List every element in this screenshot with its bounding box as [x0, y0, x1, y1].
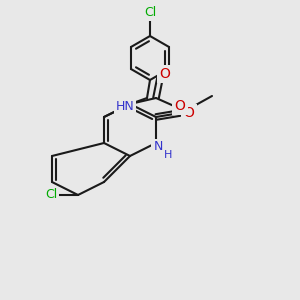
- Text: O: O: [184, 106, 194, 120]
- Text: HN: HN: [116, 100, 134, 112]
- Text: O: O: [175, 99, 185, 113]
- Text: H: H: [164, 150, 172, 160]
- Text: Cl: Cl: [144, 7, 156, 20]
- Text: Cl: Cl: [45, 188, 57, 202]
- Text: O: O: [160, 67, 170, 81]
- Text: N: N: [153, 140, 163, 154]
